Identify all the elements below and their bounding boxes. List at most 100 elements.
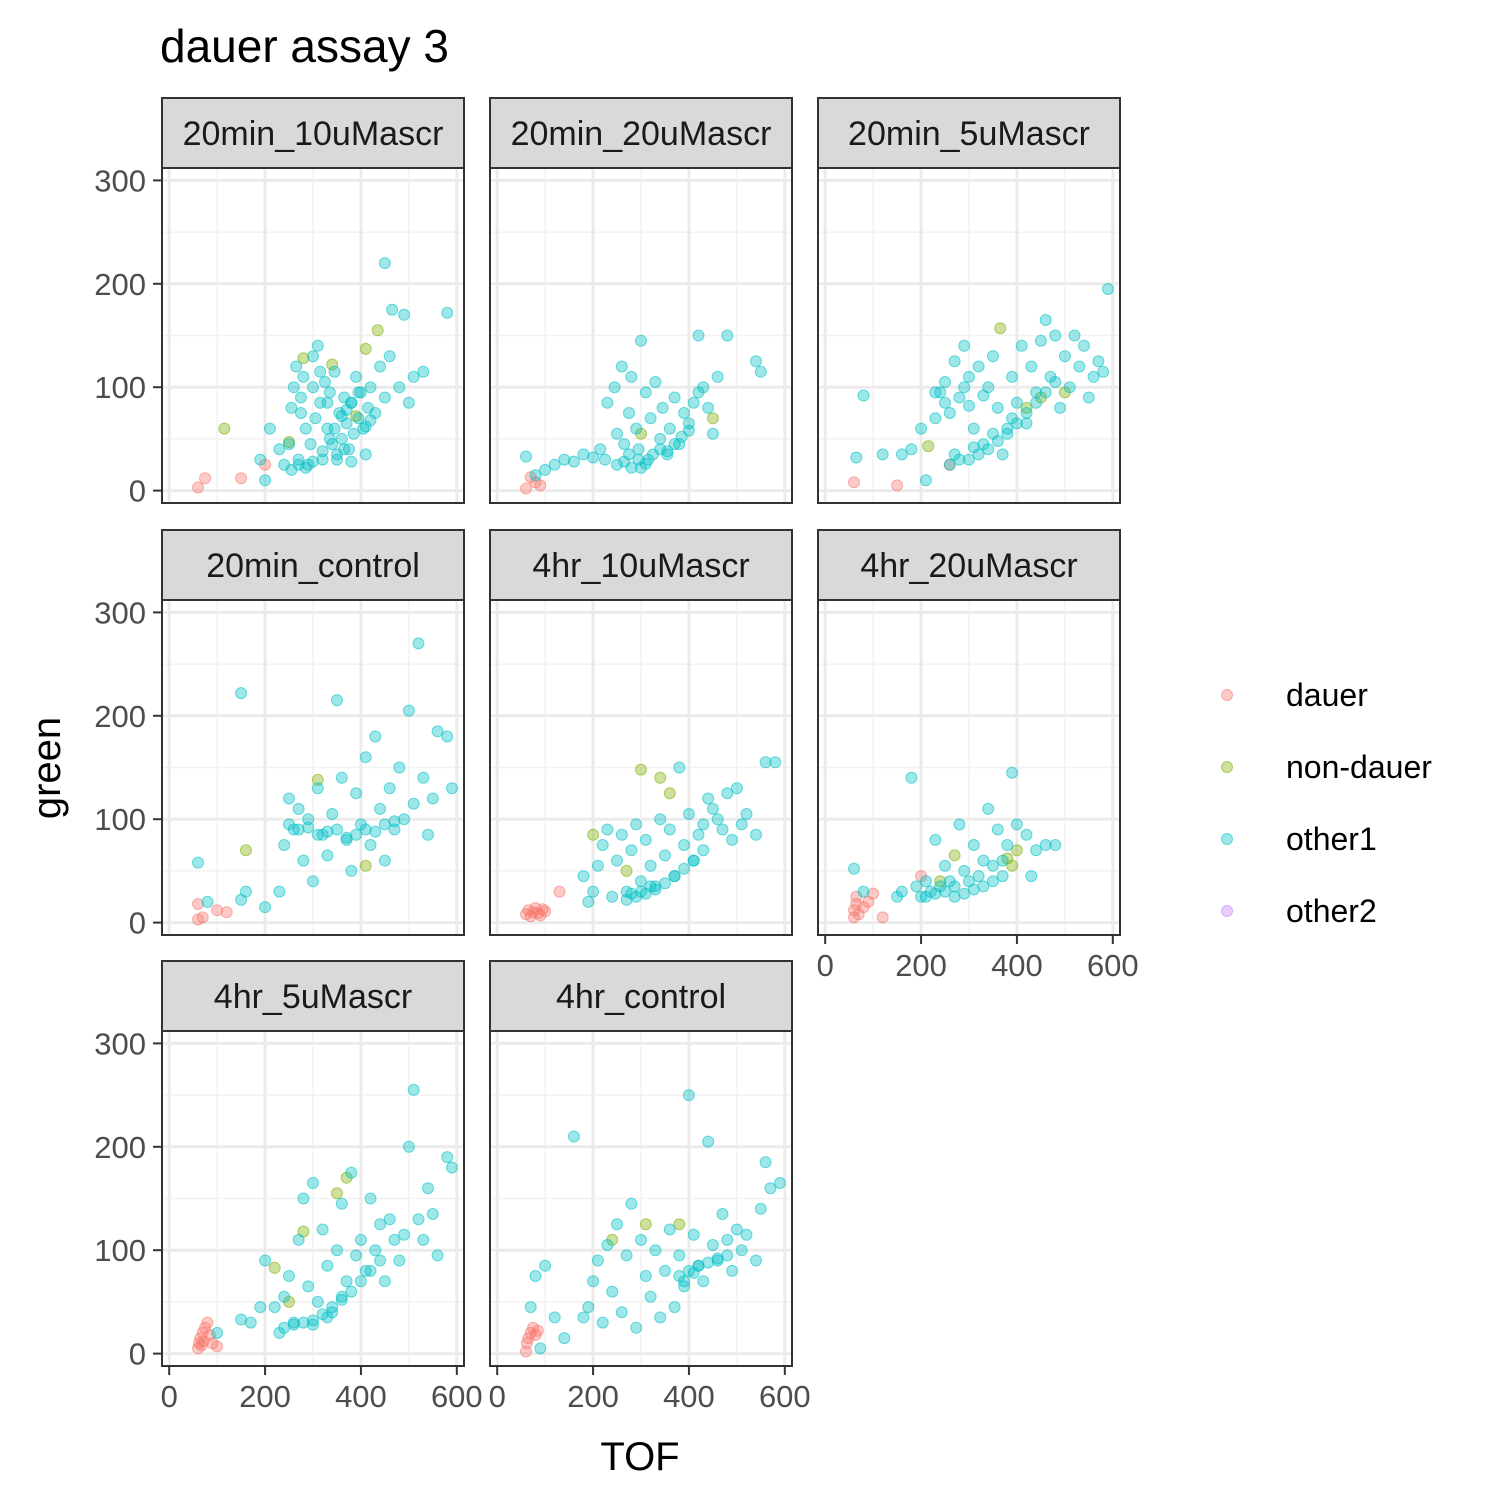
data-point-dauer [876, 911, 889, 924]
data-point-other1 [587, 1275, 600, 1288]
data-point-non-dauer [371, 324, 384, 337]
data-point-other1 [326, 1301, 339, 1314]
data-point-non-dauer [994, 322, 1007, 335]
x-tick-label: 600 [431, 1379, 483, 1414]
data-point-non-dauer [297, 352, 310, 365]
facet-strip-label: 4hr_5uMascr [214, 978, 412, 1016]
data-point-other1 [1068, 329, 1081, 342]
y-tick-label: 300 [94, 163, 146, 198]
data-point-other1 [769, 756, 782, 769]
data-point-other1 [338, 443, 351, 456]
data-point-dauer [235, 472, 248, 485]
facet-panel: 20min_control 0 100 200 300 [94, 529, 465, 941]
data-point-other1 [520, 450, 532, 463]
data-point-other1 [292, 802, 305, 815]
legend-key [1221, 905, 1233, 917]
data-point-other1 [668, 391, 681, 404]
data-point-non-dauer [635, 763, 647, 776]
data-point-other1 [663, 823, 676, 836]
data-point-other1 [905, 771, 918, 784]
data-point-other1 [735, 818, 748, 831]
data-point-other1 [417, 1233, 430, 1246]
data-point-other1 [759, 1156, 772, 1169]
facet-strip [489, 529, 793, 601]
data-point-other1 [446, 782, 458, 795]
data-point-other1 [307, 875, 319, 888]
facet-strip-label: 20min_control [206, 547, 420, 585]
facet-strip [817, 97, 1121, 169]
data-point-other1 [967, 422, 980, 435]
data-point-dauer [534, 479, 547, 492]
data-point-non-dauer [673, 1218, 686, 1231]
data-point-other1 [297, 854, 310, 867]
data-point-other1 [625, 887, 638, 900]
data-point-non-dauer [706, 412, 719, 425]
data-point-other1 [929, 386, 942, 399]
data-point-non-dauer [620, 864, 633, 877]
data-point-other1 [929, 412, 942, 425]
data-point-other1 [702, 1135, 715, 1148]
data-point-other1 [331, 823, 343, 836]
data-point-other1 [673, 438, 686, 451]
legend-item: other2 [1221, 893, 1377, 929]
data-point-other1 [644, 859, 657, 872]
data-point-other1 [987, 427, 999, 440]
data-point-other1 [441, 1151, 454, 1164]
data-point-other1 [659, 849, 671, 862]
panel-border [817, 167, 1121, 504]
data-point-other1 [721, 1249, 734, 1262]
data-point-other1 [687, 1228, 700, 1241]
data-point-other1 [283, 1270, 295, 1282]
data-point-other1 [297, 1192, 310, 1205]
data-point-other1 [398, 813, 411, 826]
data-point-other1 [654, 813, 667, 826]
data-point-other1 [687, 854, 700, 867]
legend-item: other1 [1221, 821, 1377, 857]
x-tick-label: 0 [817, 948, 834, 983]
data-point-other1 [682, 808, 695, 820]
data-point-other1 [359, 823, 372, 836]
data-point-other1 [345, 864, 358, 877]
data-point-other1 [374, 1254, 387, 1267]
data-point-other1 [307, 350, 319, 363]
data-point-other1 [319, 376, 331, 388]
data-point-other1 [697, 818, 710, 831]
data-point-other1 [548, 1311, 561, 1324]
data-point-other1 [659, 877, 671, 890]
data-point-other1 [673, 761, 686, 774]
data-point-other1 [316, 445, 329, 458]
data-point-dauer [192, 481, 204, 494]
data-point-other1 [857, 389, 870, 402]
data-point-other1 [620, 1249, 633, 1262]
data-point-other1 [302, 821, 315, 834]
data-point-other1 [412, 637, 425, 650]
data-point-other1 [417, 771, 430, 784]
data-point-non-dauer [587, 828, 600, 841]
y-tick-label: 300 [94, 1026, 146, 1061]
data-point-other1 [754, 365, 767, 378]
data-point-other1 [678, 407, 691, 419]
legend-key [1221, 689, 1233, 701]
data-point-other1 [352, 412, 365, 425]
data-point-other1 [283, 818, 295, 831]
data-point-other1 [369, 730, 382, 743]
data-point-other1 [331, 1244, 343, 1257]
data-point-dauer [891, 479, 904, 492]
data-point-other1 [750, 355, 762, 368]
data-point-other1 [369, 1244, 382, 1257]
legend-label: other1 [1286, 821, 1377, 857]
data-point-other1 [977, 854, 990, 867]
data-point-other1 [350, 828, 363, 841]
data-point-other1 [321, 396, 334, 409]
data-point-other1 [192, 856, 204, 869]
data-point-other1 [359, 420, 372, 433]
data-point-other1 [982, 802, 995, 815]
data-point-other1 [259, 901, 272, 914]
data-point-other1 [273, 885, 286, 898]
data-point-other1 [630, 422, 643, 435]
data-point-dauer [199, 472, 212, 485]
data-point-other1 [668, 1301, 681, 1314]
data-point-other1 [364, 381, 377, 394]
y-tick-label: 0 [129, 906, 146, 941]
data-point-non-dauer [311, 773, 324, 786]
